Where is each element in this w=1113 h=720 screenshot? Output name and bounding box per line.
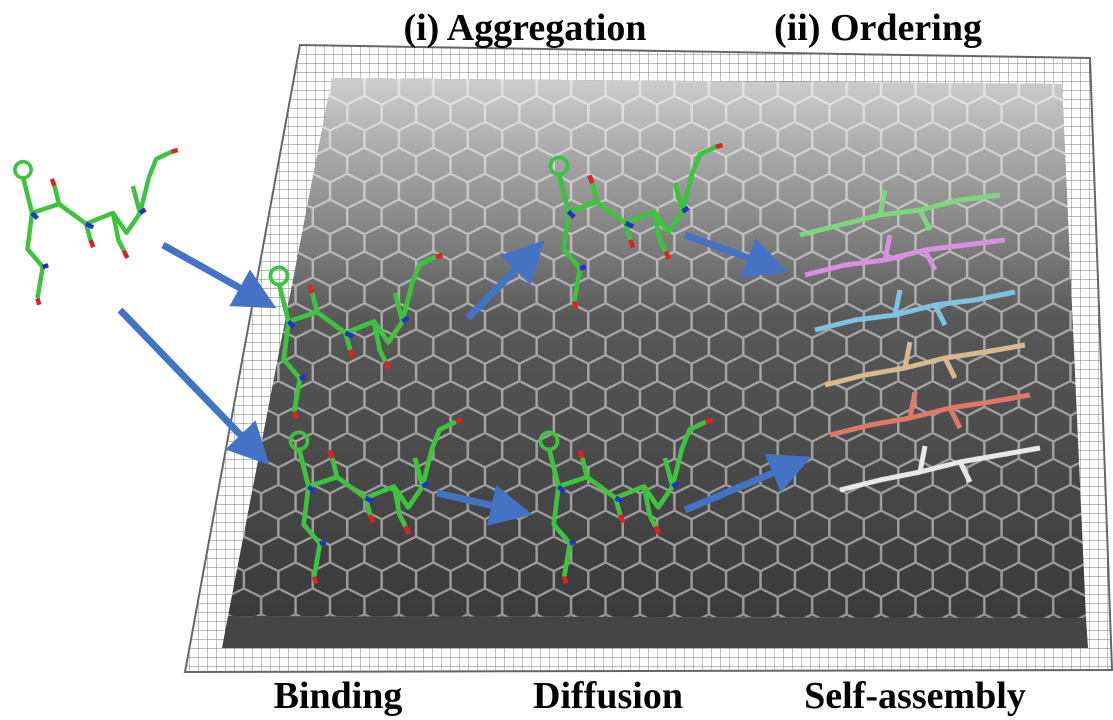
- step-label: Diffusion: [533, 675, 683, 717]
- stage-label: (i) Aggregation: [403, 7, 646, 49]
- slab-shade: [228, 78, 1086, 618]
- stage-label: (ii) Ordering: [774, 7, 982, 49]
- step-label: Binding: [274, 675, 403, 717]
- figure: (i) Aggregation (ii) Ordering Binding Di…: [0, 0, 1113, 720]
- peptide: [15, 150, 178, 305]
- slab-front: [222, 616, 1088, 648]
- step-label: Self-assembly: [804, 675, 1026, 717]
